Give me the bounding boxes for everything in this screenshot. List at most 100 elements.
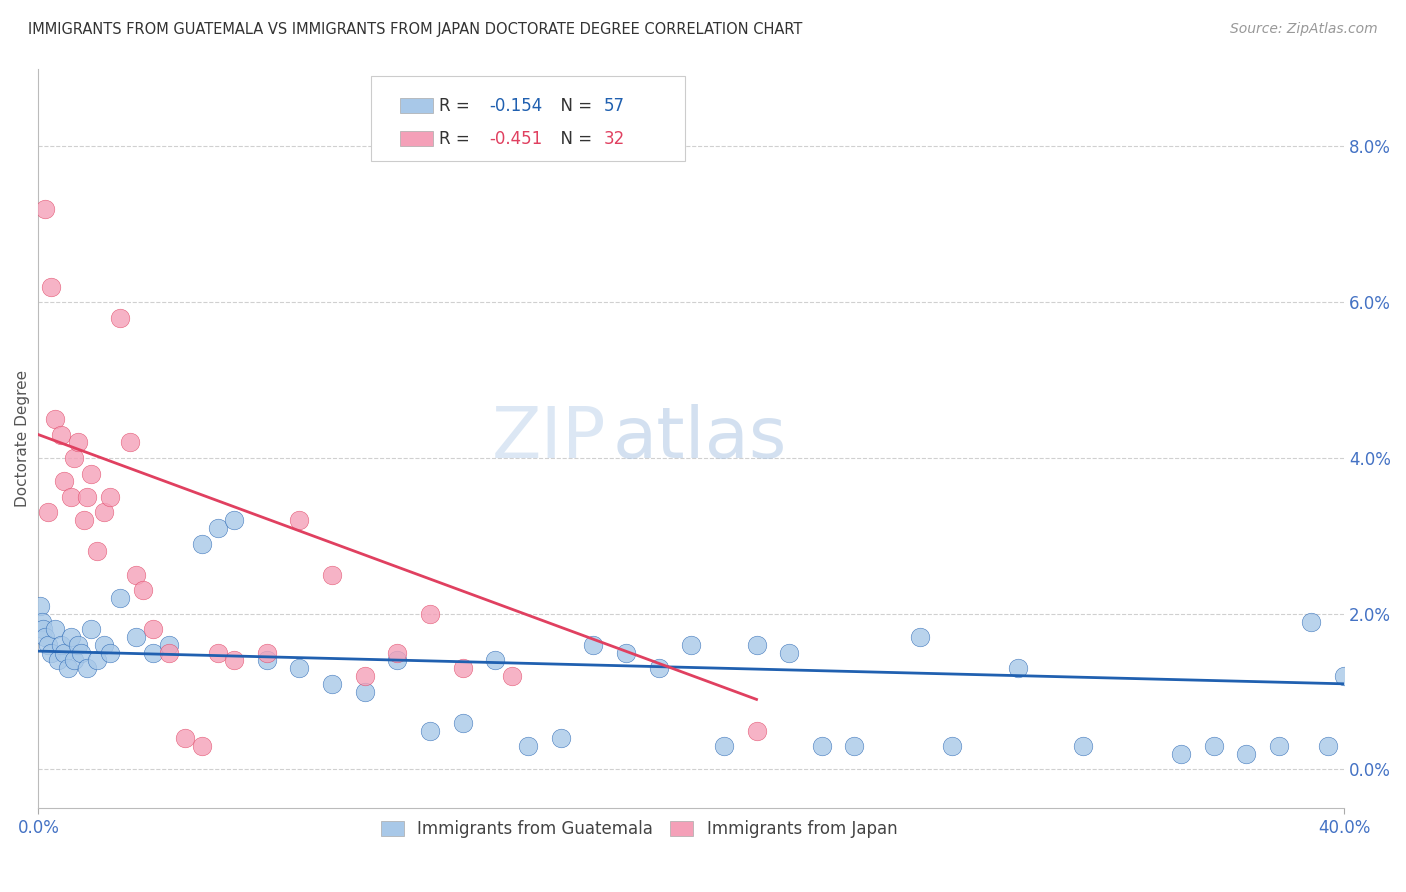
Point [79, 622, 101, 636]
Point [63, 450, 86, 465]
Point [484, 653, 506, 667]
Point [908, 630, 931, 644]
Point [132, 583, 155, 598]
Point [353, 684, 375, 698]
Point [321, 567, 343, 582]
Point [321, 677, 343, 691]
Point [51, 638, 73, 652]
FancyBboxPatch shape [401, 98, 433, 113]
Point [44, 412, 66, 426]
Point [745, 638, 768, 652]
Text: ZIP: ZIP [492, 404, 606, 473]
Point [157, 638, 180, 652]
Point [53, 646, 76, 660]
Point [745, 723, 768, 738]
Text: N =: N = [550, 130, 598, 148]
Point [419, 723, 441, 738]
Point [59, 490, 82, 504]
Text: R =: R = [439, 130, 475, 148]
Point [1202, 739, 1225, 753]
Point [190, 536, 212, 550]
Point [713, 739, 735, 753]
Point [142, 622, 165, 636]
Point [63, 653, 86, 667]
Point [37, 638, 59, 652]
Point [32, 622, 55, 636]
Point [28, 599, 51, 613]
Point [86, 544, 108, 558]
Point [53, 475, 76, 489]
Point [451, 715, 474, 730]
Point [86, 653, 108, 667]
Point [98, 490, 121, 504]
Text: IMMIGRANTS FROM GUATEMALA VS IMMIGRANTS FROM JAPAN DOCTORATE DEGREE CORRELATION : IMMIGRANTS FROM GUATEMALA VS IMMIGRANTS … [28, 22, 803, 37]
Legend: Immigrants from Guatemala, Immigrants from Japan: Immigrants from Guatemala, Immigrants fr… [374, 814, 904, 845]
Point [1071, 739, 1094, 753]
Text: R =: R = [439, 96, 475, 114]
Point [37, 506, 59, 520]
Point [190, 739, 212, 753]
Point [207, 521, 229, 535]
Point [34, 202, 56, 216]
Point [34, 630, 56, 644]
Point [73, 513, 96, 527]
Point [778, 646, 800, 660]
Text: N =: N = [550, 96, 598, 114]
Text: Source: ZipAtlas.com: Source: ZipAtlas.com [1230, 22, 1378, 37]
Point [41, 279, 63, 293]
Point [41, 646, 63, 660]
Text: 32: 32 [603, 130, 626, 148]
Point [93, 506, 115, 520]
Point [1007, 661, 1029, 675]
Text: -0.451: -0.451 [489, 130, 543, 148]
Point [256, 646, 278, 660]
Point [288, 661, 311, 675]
Point [811, 739, 834, 753]
Point [66, 435, 89, 450]
Point [941, 739, 963, 753]
Point [387, 653, 409, 667]
FancyBboxPatch shape [401, 131, 433, 146]
Point [550, 731, 572, 746]
Point [844, 739, 866, 753]
Point [288, 513, 311, 527]
Point [108, 310, 131, 325]
Point [451, 661, 474, 675]
Point [125, 630, 148, 644]
Point [207, 646, 229, 660]
Point [681, 638, 703, 652]
Point [419, 607, 441, 621]
Point [69, 646, 91, 660]
Point [56, 661, 79, 675]
Point [76, 490, 98, 504]
Point [31, 615, 53, 629]
Point [59, 630, 82, 644]
Point [647, 661, 669, 675]
Point [174, 731, 197, 746]
Point [46, 653, 69, 667]
Point [157, 646, 180, 660]
Point [582, 638, 605, 652]
Text: atlas: atlas [613, 404, 787, 473]
Point [256, 653, 278, 667]
Point [66, 638, 89, 652]
Point [1333, 669, 1355, 683]
Point [614, 646, 637, 660]
Point [76, 661, 98, 675]
Point [125, 567, 148, 582]
Point [44, 622, 66, 636]
Point [353, 669, 375, 683]
Point [79, 467, 101, 481]
Point [142, 646, 165, 660]
Point [1268, 739, 1291, 753]
Point [387, 646, 409, 660]
Text: -0.154: -0.154 [489, 96, 543, 114]
Point [1301, 615, 1323, 629]
FancyBboxPatch shape [371, 76, 685, 161]
Point [501, 669, 523, 683]
Point [1234, 747, 1257, 761]
Text: 57: 57 [603, 96, 624, 114]
Point [517, 739, 540, 753]
Point [108, 591, 131, 606]
Point [1316, 739, 1339, 753]
